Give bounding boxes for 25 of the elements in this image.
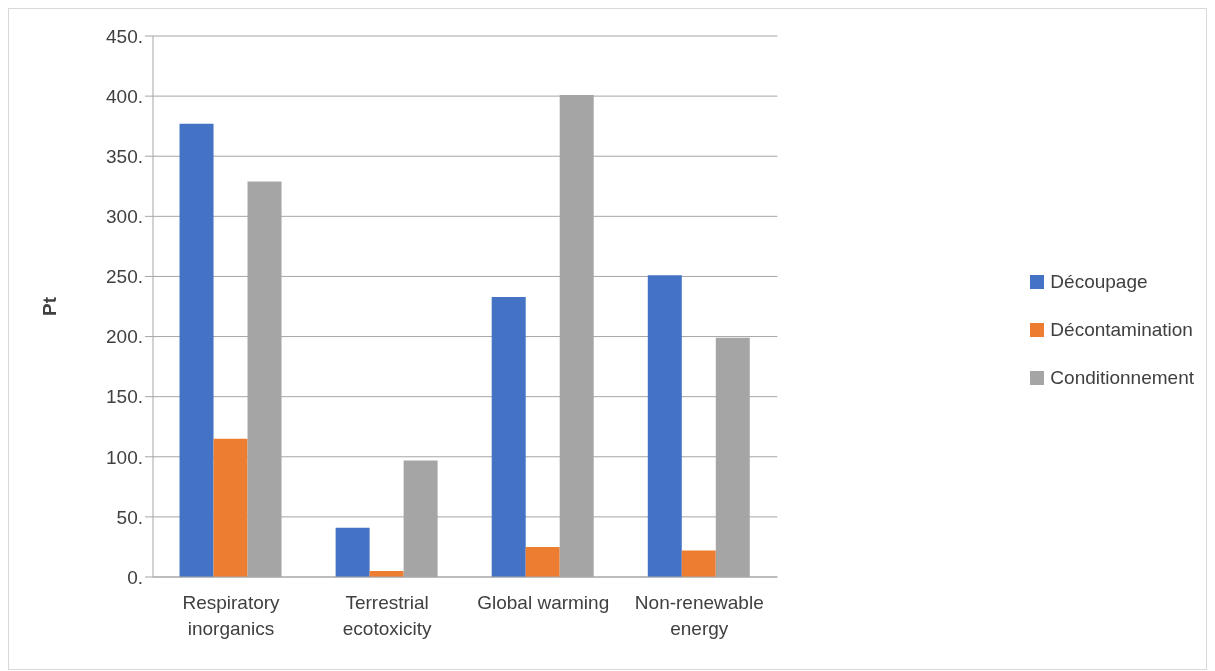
bar (335, 527, 370, 577)
y-tick-label: 0. (127, 566, 143, 588)
y-tick-label: 350. (106, 145, 143, 167)
bar (179, 123, 214, 577)
x-tick-label: Terrestrial ecotoxicity (342, 592, 432, 639)
legend-label: Découpage (1050, 270, 1148, 294)
y-tick-label: 300. (106, 206, 143, 228)
y-tick-label: 100. (106, 446, 143, 468)
x-tick-label: Non-renewable energy (634, 592, 764, 639)
bar (647, 275, 682, 577)
y-tick-label: 250. (106, 266, 143, 288)
y-tick-label: 150. (106, 386, 143, 408)
bar (213, 438, 248, 577)
y-tick-label: 450. (106, 25, 143, 47)
x-tick-label: Respiratory inorganics (182, 592, 281, 639)
y-tick-label: 200. (106, 326, 143, 348)
x-tick-label: Global warming (477, 592, 610, 613)
bar (525, 546, 560, 577)
bar (681, 550, 716, 577)
y-tick-label: 50. (116, 506, 143, 528)
legend-label: Décontamination (1050, 318, 1193, 342)
y-tick-label: 400. (106, 85, 143, 107)
bar (491, 296, 526, 577)
legend-label: Conditionnement (1050, 366, 1194, 390)
y-axis-title: Pt (38, 296, 60, 316)
